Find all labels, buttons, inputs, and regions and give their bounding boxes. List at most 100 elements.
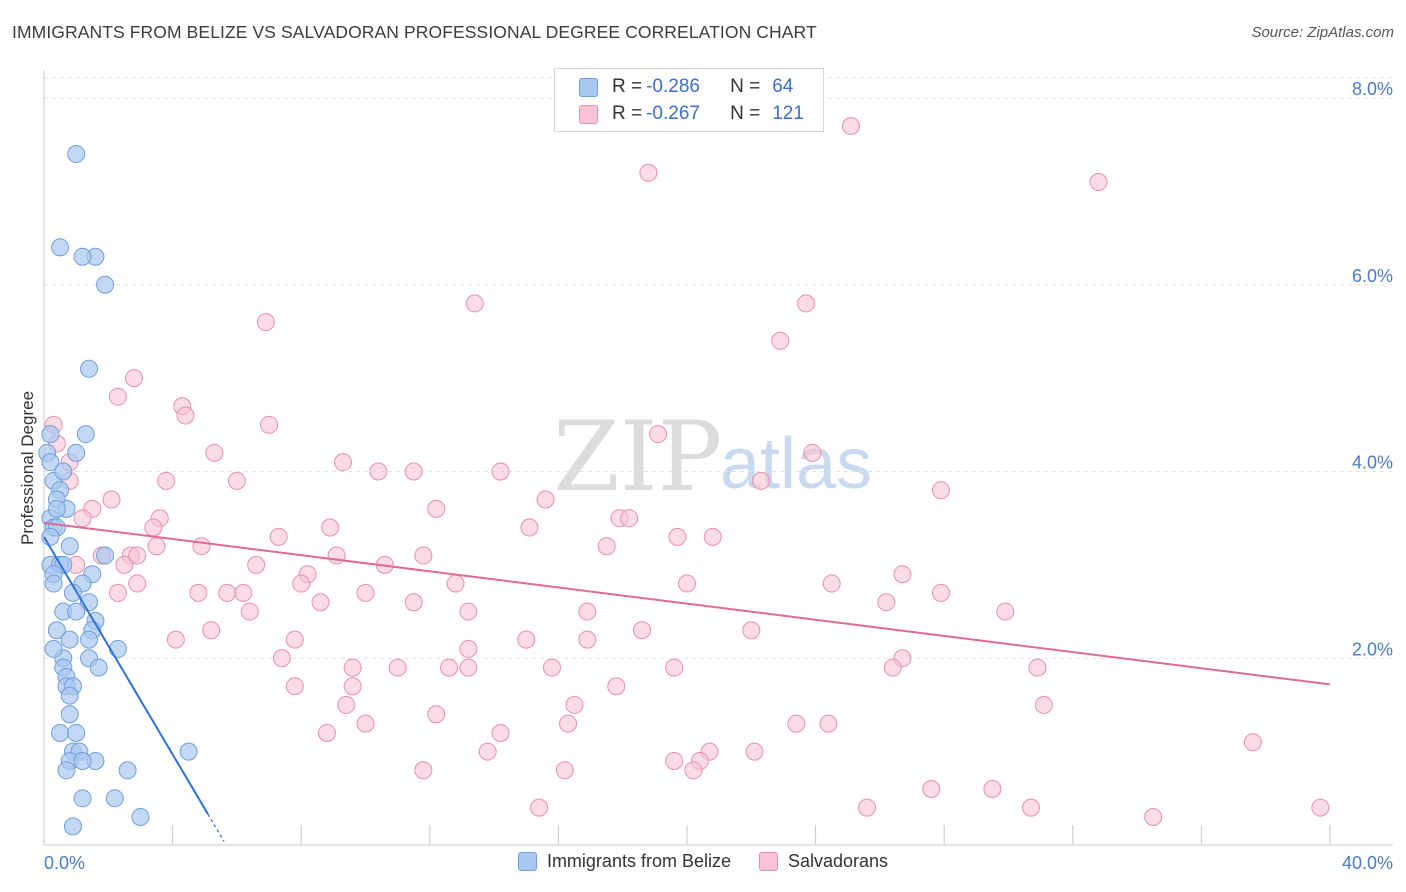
salvadoran-point bbox=[73, 509, 92, 528]
belize-legend-swatch bbox=[517, 852, 537, 871]
belize-point bbox=[57, 761, 76, 780]
salvadoran-point bbox=[649, 425, 668, 444]
belize-point bbox=[105, 789, 124, 808]
salvadoran-point bbox=[751, 471, 770, 490]
salvadoran-point bbox=[176, 406, 195, 425]
belize-point bbox=[60, 537, 79, 556]
salvadoran-point bbox=[192, 537, 211, 556]
salvadoran-point bbox=[321, 518, 340, 537]
salvadoran-point bbox=[771, 331, 790, 350]
gridlines: 2.0% 4.0% 6.0% 8.0% bbox=[44, 77, 1393, 659]
salvadoran-point bbox=[597, 537, 616, 556]
salvadoran-point bbox=[272, 649, 291, 668]
belize-point bbox=[73, 789, 92, 808]
belize-point bbox=[67, 602, 86, 621]
salvadoran-point bbox=[128, 546, 147, 565]
salvadoran-point bbox=[745, 742, 764, 761]
belize-point bbox=[80, 630, 99, 649]
salvadoran-point bbox=[356, 714, 375, 733]
belize-trend-extension bbox=[207, 813, 225, 842]
salvadoran-point bbox=[459, 639, 478, 658]
belize-point bbox=[89, 658, 108, 677]
salvadoran-point bbox=[491, 723, 510, 742]
belize-point bbox=[67, 443, 86, 462]
salvadoran-point bbox=[931, 481, 950, 500]
salvadoran-point bbox=[931, 583, 950, 602]
belize-point bbox=[96, 275, 115, 294]
salvadoran-point bbox=[115, 555, 134, 574]
salvadoran-point bbox=[317, 723, 336, 742]
salvadoran-point bbox=[337, 695, 356, 714]
salvadoran-point bbox=[269, 527, 288, 546]
salvadoran-point bbox=[530, 798, 549, 817]
belize-point bbox=[179, 742, 198, 761]
y-tick-label: 2.0% bbox=[1352, 639, 1393, 659]
belize-trend-line bbox=[43, 536, 209, 815]
salvadoran-point bbox=[144, 518, 163, 537]
salvadoran-point bbox=[803, 443, 822, 462]
salvadoran-point bbox=[108, 387, 127, 406]
y-axis-label: Professional Degree bbox=[18, 391, 37, 545]
salvadoran-point bbox=[678, 574, 696, 593]
salvadoran-point bbox=[996, 602, 1015, 621]
salvadorans-swatch bbox=[579, 104, 598, 124]
legend-item-salvadorans[interactable]: Salvadorans bbox=[758, 851, 888, 872]
belize-point bbox=[73, 247, 92, 266]
belize-point bbox=[41, 425, 60, 444]
salvadoran-point bbox=[202, 621, 221, 640]
series-legend: Immigrants from Belize Salvadorans bbox=[0, 851, 1406, 872]
salvadoran-point bbox=[1028, 658, 1047, 677]
salvadoran-point bbox=[465, 294, 484, 313]
salvadoran-point bbox=[1311, 798, 1330, 817]
salvadorans-trend-line bbox=[43, 521, 1331, 686]
salvadoran-point bbox=[369, 462, 388, 481]
salvadoran-point bbox=[796, 294, 815, 313]
n-value-belize: 64 bbox=[772, 76, 794, 97]
belize-point bbox=[80, 359, 99, 378]
n-value-salvadorans: 121 bbox=[772, 103, 804, 124]
belize-point bbox=[76, 425, 95, 444]
salvadoran-point bbox=[742, 621, 761, 640]
salvadoran-point bbox=[607, 677, 626, 696]
salvadoran-point bbox=[459, 658, 478, 677]
salvadoran-point bbox=[877, 593, 896, 612]
salvadoran-point bbox=[787, 714, 806, 733]
legend-label-belize: Immigrants from Belize bbox=[546, 851, 731, 871]
salvadoran-point bbox=[205, 443, 224, 462]
salvadoran-point bbox=[1034, 695, 1053, 714]
salvadoran-point bbox=[343, 677, 362, 696]
salvadoran-point bbox=[478, 742, 497, 761]
belize-point bbox=[63, 817, 82, 836]
legend-item-belize[interactable]: Immigrants from Belize bbox=[517, 851, 731, 872]
salvadorans-legend-swatch bbox=[758, 852, 778, 871]
salvadoran-point bbox=[102, 490, 121, 509]
salvadoran-point bbox=[108, 583, 127, 602]
salvadoran-point bbox=[311, 593, 330, 612]
salvadoran-point bbox=[555, 761, 574, 780]
salvadoran-point bbox=[459, 602, 478, 621]
salvadoran-point bbox=[491, 462, 510, 481]
correlation-legend: R = -0.286 N = 64 R = -0.267 N = 121 bbox=[554, 68, 824, 132]
x-tick-label-min: 0.0% bbox=[44, 853, 85, 873]
y-tick-label: 4.0% bbox=[1352, 453, 1393, 473]
salvadoran-point bbox=[841, 117, 860, 136]
belize-point bbox=[44, 574, 63, 593]
salvadoran-point bbox=[893, 565, 912, 584]
salvadoran-point bbox=[356, 583, 375, 602]
salvadoran-point bbox=[414, 546, 433, 565]
n-label: N = bbox=[730, 103, 761, 124]
salvadoran-point bbox=[822, 574, 841, 593]
salvadoran-point bbox=[427, 705, 446, 724]
salvadoran-point bbox=[922, 779, 941, 798]
watermark-atlas: atlas bbox=[720, 424, 872, 504]
watermark: ZIP atlas bbox=[553, 401, 872, 513]
salvadoran-point bbox=[668, 527, 687, 546]
y-tick-label: 6.0% bbox=[1352, 266, 1393, 286]
salvadoran-point bbox=[427, 499, 446, 518]
salvadoran-point bbox=[440, 658, 459, 677]
salvadoran-point bbox=[703, 527, 722, 546]
chart-title: IMMIGRANTS FROM BELIZE VS SALVADORAN PRO… bbox=[12, 22, 817, 42]
salvadoran-point bbox=[227, 471, 246, 490]
r-value-belize: -0.286 bbox=[646, 76, 700, 97]
salvadoran-point bbox=[819, 714, 838, 733]
